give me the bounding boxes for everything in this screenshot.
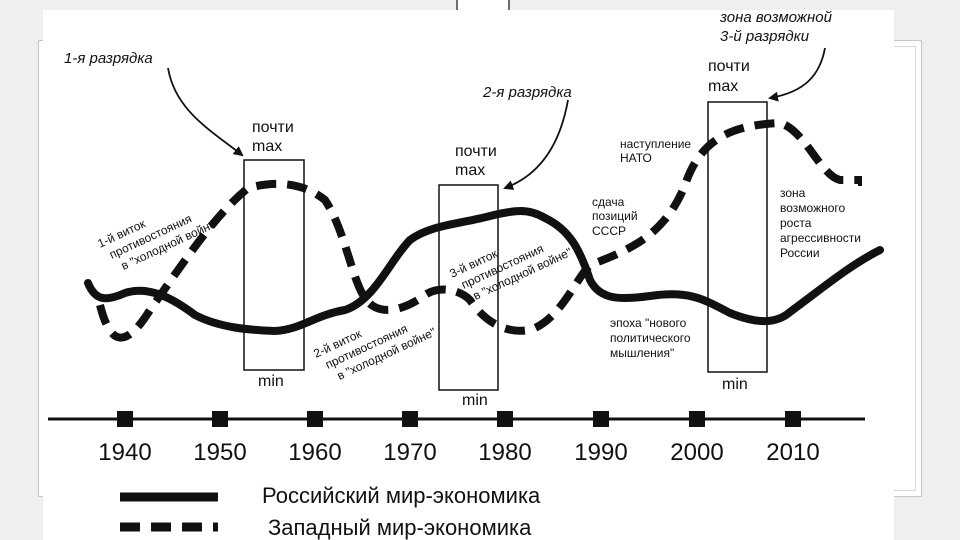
label-nato-line2: НАТО xyxy=(620,151,652,165)
russian-curve xyxy=(84,207,884,336)
year-2010: 2010 xyxy=(766,439,819,466)
year-1960: 1960 xyxy=(288,439,341,466)
label-max1-line1: почти xyxy=(252,119,294,136)
year-2000: 2000 xyxy=(670,439,723,466)
year-1990: 1990 xyxy=(574,439,627,466)
label-aggr-line5: России xyxy=(780,246,820,260)
western-curve xyxy=(96,118,860,342)
label-max1-line2: max xyxy=(252,138,282,155)
label-nato-line1: наступление xyxy=(620,137,691,151)
label-zone3-line2: 3-й разрядки xyxy=(720,28,810,45)
diagram-paper xyxy=(43,10,894,540)
year-1980: 1980 xyxy=(478,439,531,466)
box-2005 xyxy=(707,101,768,373)
label-aggr-line1: зона xyxy=(780,186,806,200)
tick-1970 xyxy=(402,411,418,427)
label-max2-line2: max xyxy=(455,162,485,179)
label-max3-line1: почти xyxy=(708,58,750,75)
label-ussr-line3: СССР xyxy=(592,224,626,238)
label-newthink-line2: политического xyxy=(610,331,691,345)
tick-1990 xyxy=(593,411,609,427)
axis-year-labels: 1940 1950 1960 1970 1980 1990 2000 2010 xyxy=(98,439,819,466)
arrow-detente3 xyxy=(768,47,826,102)
label-max3-line2: max xyxy=(708,78,738,95)
label-newthink-line3: мышления" xyxy=(610,346,674,360)
label-ussr-line2: позиций xyxy=(592,209,638,223)
label-detente1: 1-я разрядка xyxy=(64,50,153,67)
tick-1980 xyxy=(497,411,513,427)
legend-russian-label: Российский мир-экономика xyxy=(262,483,541,508)
tick-1940 xyxy=(117,411,133,427)
axis-ticks xyxy=(117,411,801,427)
arrow-detente2 xyxy=(503,99,569,190)
label-min2: min xyxy=(462,392,488,409)
tick-1960 xyxy=(307,411,323,427)
label-min3: min xyxy=(722,376,748,393)
year-1940: 1940 xyxy=(98,439,151,466)
year-1970: 1970 xyxy=(383,439,436,466)
label-newthink-line1: эпоха "нового xyxy=(610,316,687,330)
legend-western-label: Западный мир-экономика xyxy=(268,515,532,540)
label-aggr-line3: роста xyxy=(780,216,812,230)
label-ussr-line1: сдача xyxy=(592,195,625,209)
label-min1: min xyxy=(258,373,284,390)
label-aggr-line2: возможного xyxy=(780,201,846,215)
year-1950: 1950 xyxy=(193,439,246,466)
arrow-detente1 xyxy=(167,67,244,157)
label-detente2: 2-я разрядка xyxy=(482,84,572,101)
tick-2010 xyxy=(785,411,801,427)
label-max2-line1: почти xyxy=(455,143,497,160)
label-zone3-line1: зона возможной xyxy=(719,9,833,26)
tick-1950 xyxy=(212,411,228,427)
box-1955 xyxy=(243,159,305,371)
tick-2000 xyxy=(689,411,705,427)
label-round1: 1-й виток противостояния в "холодной вой… xyxy=(95,211,222,272)
label-aggr-line4: агрессивности xyxy=(780,231,861,245)
